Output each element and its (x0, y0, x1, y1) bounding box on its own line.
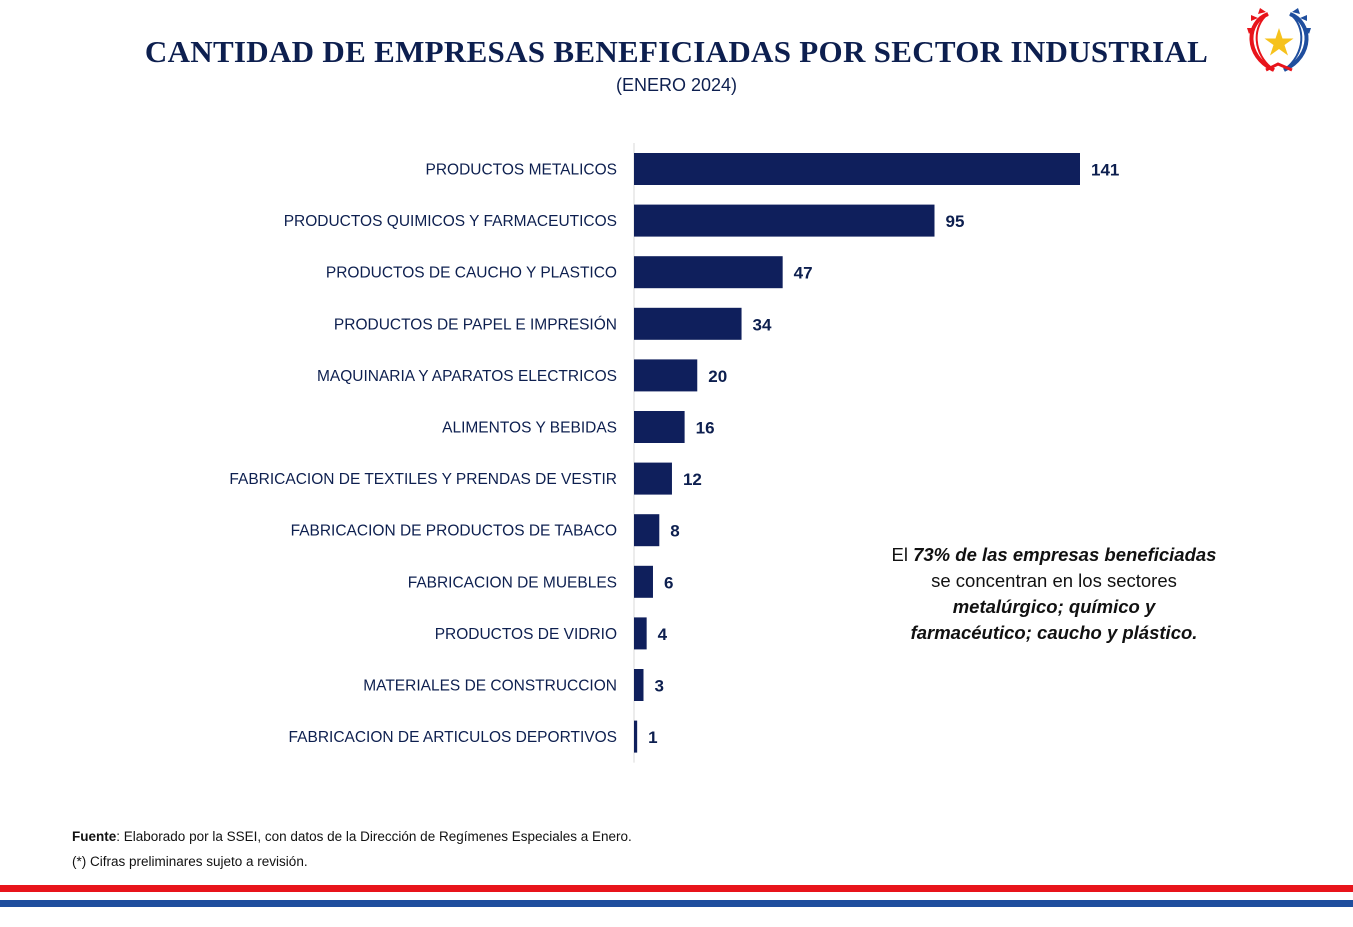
data-label: 47 (794, 264, 813, 283)
data-label: 6 (664, 573, 673, 592)
bar (634, 204, 935, 237)
note-highlight-3: farmacéutico; caucho y plástico. (910, 622, 1198, 643)
category-label: FABRICACION DE TEXTILES Y PRENDAS DE VES… (229, 471, 617, 488)
source-text: : Elaborado por la SSEI, con datos de la… (116, 829, 632, 844)
data-label: 8 (670, 522, 679, 541)
bar (634, 565, 653, 598)
bar (634, 720, 638, 753)
data-label: 16 (696, 419, 715, 438)
note-text-2: se concentran en los sectores (931, 570, 1177, 591)
note-text-1: El (891, 544, 914, 565)
data-label: 1 (648, 728, 657, 747)
category-label: FABRICACION DE ARTICULOS DEPORTIVOS (289, 729, 617, 746)
category-label: PRODUCTOS METALICOS (426, 162, 617, 179)
bar-chart: PRODUCTOS METALICOS 141 PRODUCTOS QUIMICOS… (229, 143, 1119, 763)
blue-stripe (0, 900, 1353, 907)
category-label: PRODUCTOS DE PAPEL E IMPRESIÓN (334, 316, 617, 333)
source-note: Fuente: Elaborado por la SSEI, con datos… (72, 829, 632, 844)
category-label: MAQUINARIA Y APARATOS ELECTRICOS (317, 368, 617, 385)
note-highlight-2: metalúrgico; químico y (952, 596, 1156, 617)
category-label: PRODUCTOS DE VIDRIO (435, 626, 617, 643)
category-label: FABRICACION DE PRODUCTOS DE TABACO (291, 523, 617, 540)
bar (634, 307, 742, 340)
category-label: PRODUCTOS DE CAUCHO Y PLASTICO (326, 265, 617, 282)
chart-subtitle: (ENERO 2024) (615, 75, 738, 95)
coat-of-arms-icon (1247, 8, 1311, 72)
red-stripe (0, 885, 1353, 892)
bar (634, 256, 783, 289)
category-label: ALIMENTOS Y BEBIDAS (442, 420, 617, 437)
data-label: 141 (1091, 161, 1119, 180)
chart-title: CANTIDAD DE EMPRESAS BENEFICIADAS POR SE… (144, 34, 1209, 69)
category-label: FABRICACION DE MUEBLES (408, 574, 617, 591)
bar (634, 153, 1080, 185)
note-highlight-1: 73% de las empresas beneficiadas (913, 544, 1217, 565)
data-label: 12 (683, 470, 702, 489)
bar (634, 669, 644, 701)
data-label: 20 (708, 367, 727, 386)
category-label: MATERIALES DE CONSTRUCCION (363, 678, 617, 695)
bar (634, 514, 660, 547)
bar (634, 411, 685, 443)
category-label: PRODUCTOS QUIMICOS Y FARMACEUTICOS (284, 213, 617, 230)
data-label: 95 (945, 212, 964, 231)
bar (634, 359, 698, 392)
bar (634, 617, 647, 650)
disclaimer-note: (*) Cifras preliminares sujeto a revisió… (72, 854, 308, 869)
data-label: 3 (654, 677, 663, 696)
bar (634, 462, 672, 495)
data-label: 4 (658, 625, 668, 644)
highlight-note: El 73% de las empresas beneficiadas se c… (868, 542, 1240, 646)
source-label: Fuente (72, 829, 117, 844)
data-label: 34 (753, 315, 772, 334)
